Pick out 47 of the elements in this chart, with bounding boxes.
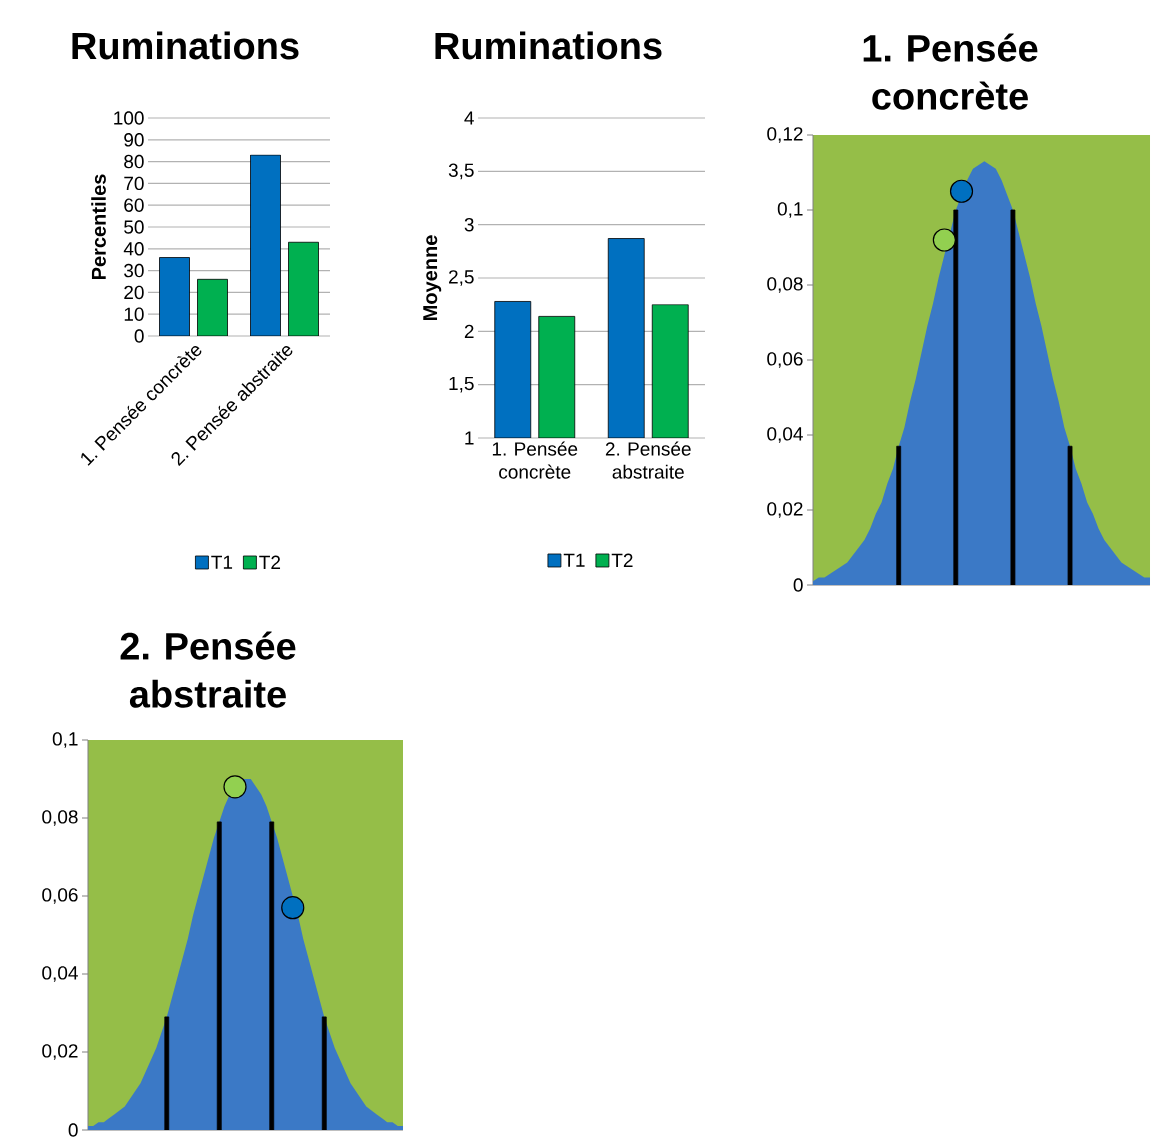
legend-label: T1 [563, 553, 585, 567]
chart-title: 1. Pensée concrète [863, 33, 1038, 110]
bar [288, 241, 319, 336]
chart-title: Ruminations [435, 31, 662, 60]
y-tick-label: 40 [123, 242, 144, 256]
y-tick-label: 4 [464, 111, 474, 125]
y-tick-label: 2 [464, 324, 474, 338]
y-tick-label: 0,06 [767, 352, 803, 368]
y-tick-label: 0,02 [767, 502, 803, 518]
x-tick-label: 1. Pensée concrète [492, 441, 578, 479]
y-tick-label: 0 [793, 578, 803, 592]
bar [197, 278, 228, 336]
chart-title: 2. Pensée abstraite [120, 631, 296, 708]
y-tick-label: 20 [124, 285, 144, 300]
y-tick-label: 0,1 [777, 202, 803, 218]
y-axis-title: Moyenne [423, 235, 442, 320]
y-axis-title: Percentiles [91, 174, 106, 280]
y-tick-label: 0,04 [42, 966, 78, 982]
legend-label: T2 [259, 555, 281, 569]
y-tick-label: 50 [124, 220, 144, 234]
legend-label: T1 [211, 555, 233, 569]
y-tick-label: 80 [124, 154, 144, 169]
y-tick-label: 0,12 [767, 127, 803, 143]
y-tick-label: 0,02 [42, 1044, 78, 1060]
y-tick-label: 70 [124, 176, 144, 191]
y-tick-label: 30 [124, 263, 144, 278]
y-tick-label: 0,04 [767, 427, 803, 443]
y-tick-label: 0 [134, 329, 144, 343]
bar [159, 257, 190, 336]
bar [250, 154, 281, 336]
y-tick-label: 0,08 [767, 277, 803, 293]
y-tick-label: 90 [124, 133, 144, 147]
y-tick-label: 1 [465, 431, 474, 445]
y-tick-label: 0,1 [52, 732, 78, 748]
y-tick-label: 0 [68, 1123, 78, 1137]
y-tick-label: 3,5 [448, 163, 474, 180]
y-tick-label: 2,5 [449, 270, 474, 286]
x-tick-label: 2. Pensée abstraite [605, 441, 691, 479]
y-tick-label: 0,08 [42, 810, 78, 826]
y-tick-label: 10 [124, 307, 144, 321]
y-tick-label: 60 [124, 198, 144, 212]
y-tick-label: 100 [114, 111, 144, 125]
legend-label: T2 [611, 553, 633, 567]
y-tick-label: 1,5 [449, 376, 474, 393]
chart-title: Ruminations [72, 31, 299, 60]
y-tick-label: 0,06 [42, 888, 78, 904]
y-tick-label: 3 [464, 217, 474, 232]
